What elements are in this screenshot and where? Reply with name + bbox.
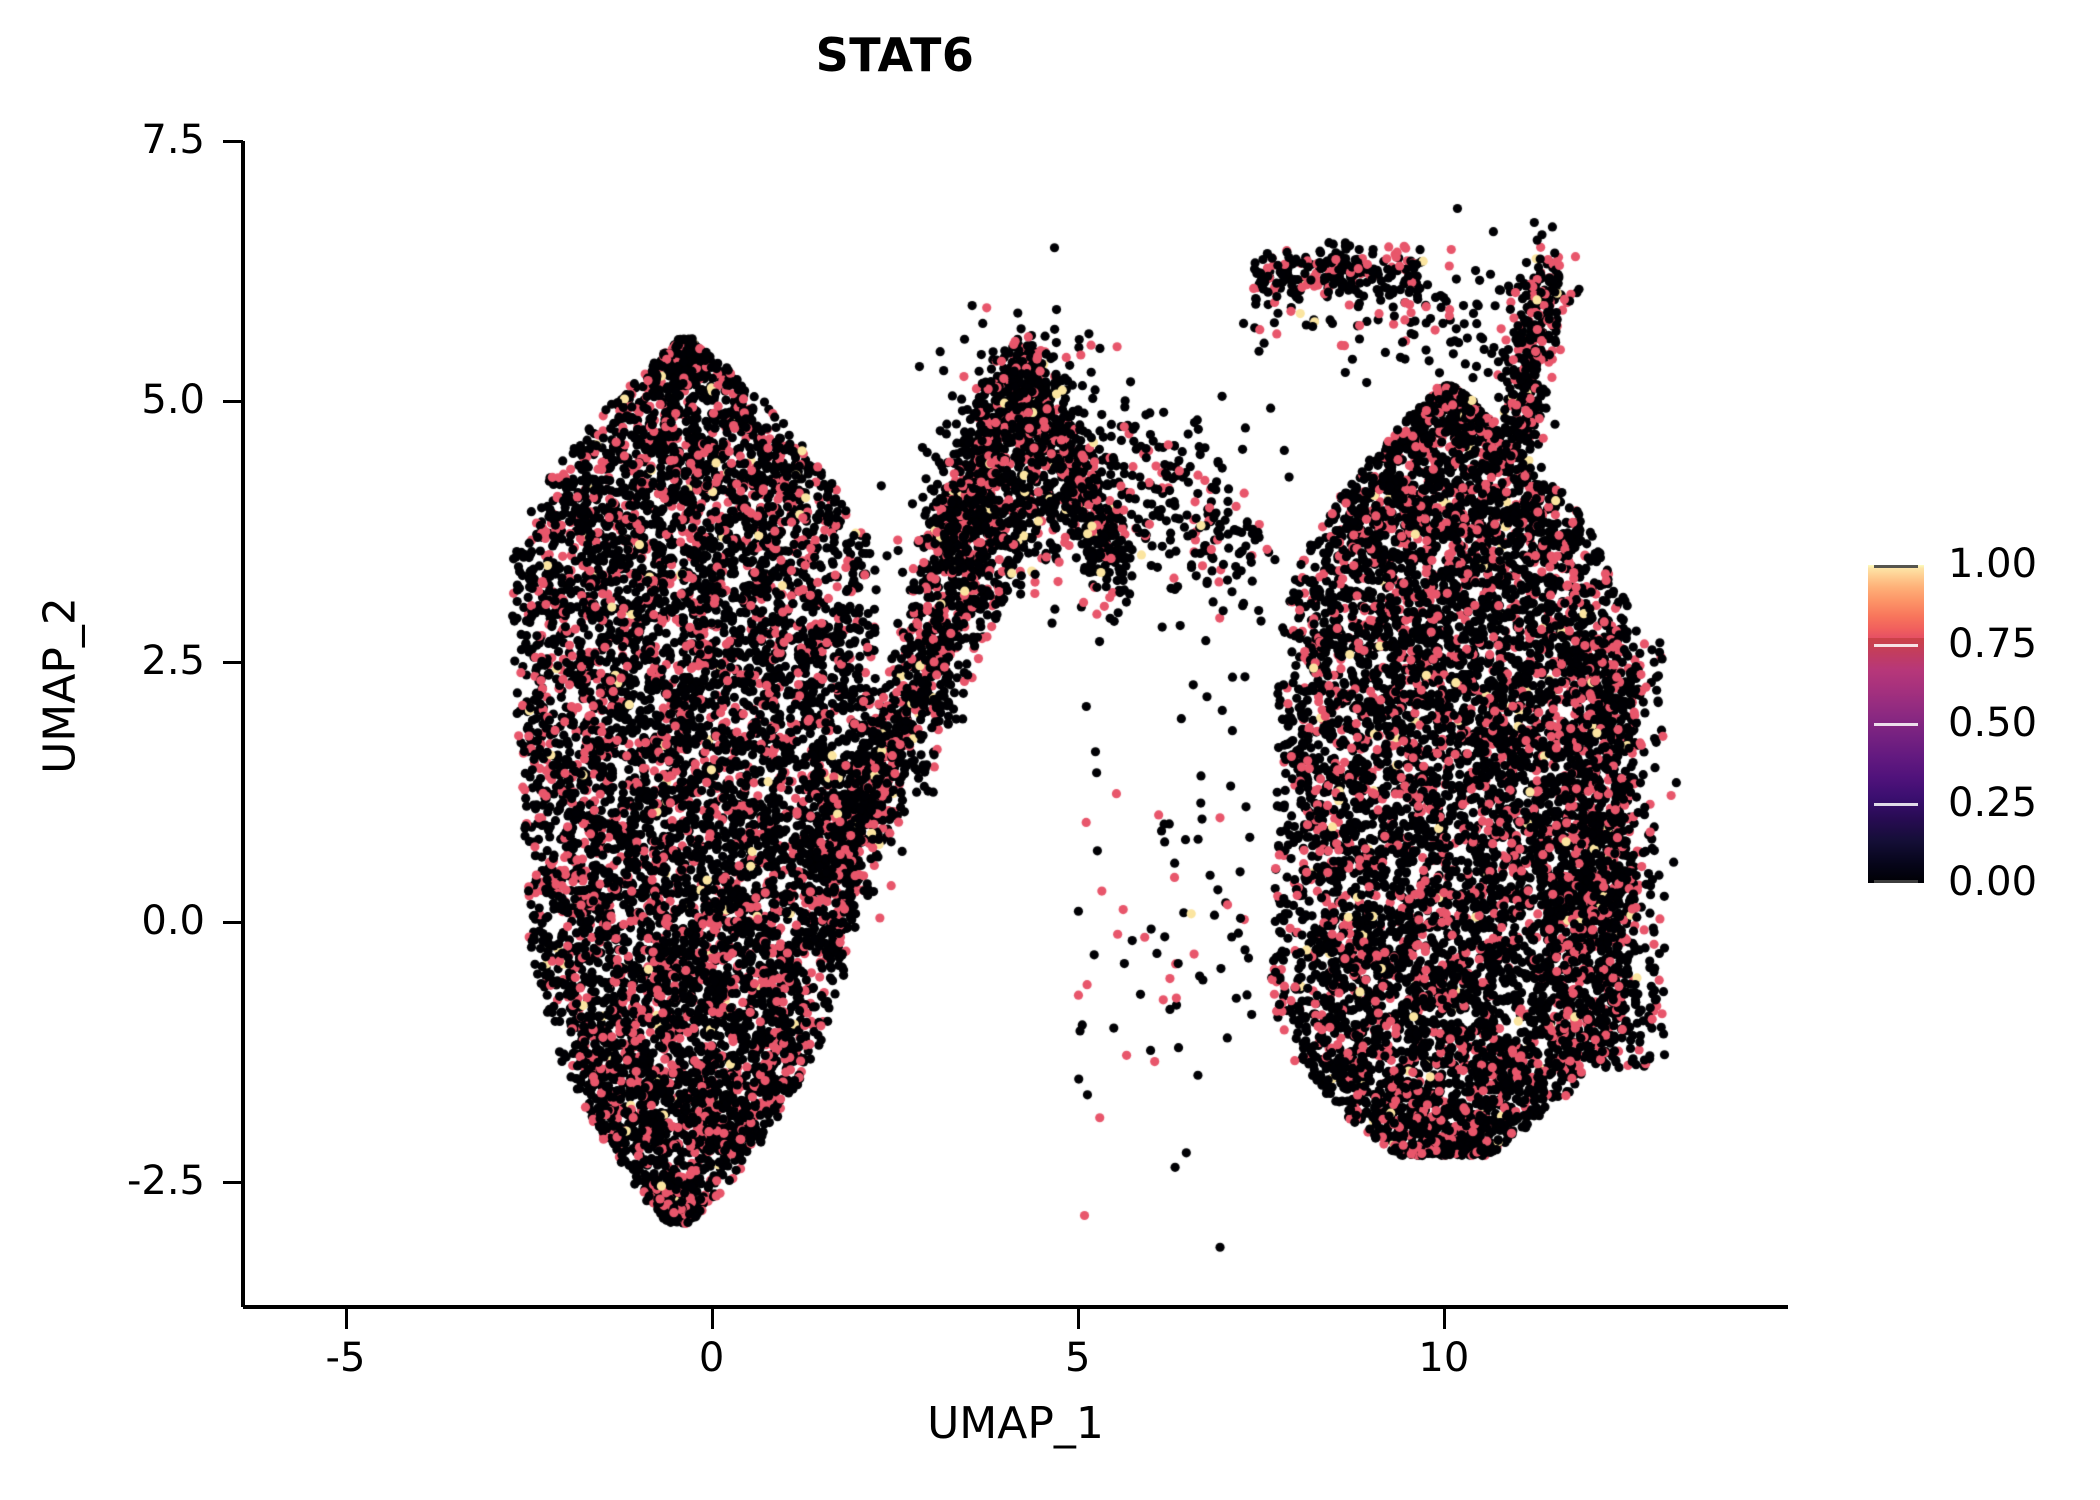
y-axis-label: UMAP_2 xyxy=(34,597,86,774)
x-axis-label: UMAP_1 xyxy=(927,1398,1104,1449)
y-tick-mark xyxy=(223,660,243,664)
x-tick-label: 0 xyxy=(698,1335,725,1381)
x-tick-label: 5 xyxy=(1065,1335,1091,1381)
colorbar-tick-mark xyxy=(1874,565,1918,568)
colorbar: 0.00 0.25 0.50 0.75 1.00 xyxy=(1868,544,2068,902)
y-axis-line xyxy=(241,141,245,1307)
scatter-plot-area xyxy=(243,141,1788,1307)
y-tick-mark xyxy=(223,140,243,143)
x-tick-mark xyxy=(1076,1309,1080,1329)
y-tick-mark xyxy=(223,920,243,924)
colorbar-tick-mark xyxy=(1874,880,1918,883)
x-tick-mark xyxy=(1442,1309,1446,1329)
colorbar-tick-mark xyxy=(1874,643,1918,647)
chart-title: STAT6 xyxy=(815,28,975,82)
x-axis-line xyxy=(243,1305,1788,1309)
colorbar-tick-label: 0.75 xyxy=(1948,620,2038,667)
y-tick-label: 7.5 xyxy=(141,117,205,163)
x-tick-mark xyxy=(710,1309,714,1329)
y-tick-label: -2.5 xyxy=(126,1158,205,1205)
y-tick-mark xyxy=(223,400,243,404)
colorbar-tick-label: 1.00 xyxy=(1948,541,2038,587)
x-tick-label: 10 xyxy=(1418,1335,1470,1381)
colorbar-tick-label: 0.00 xyxy=(1948,859,2038,905)
y-tick-label: 0.0 xyxy=(141,897,205,944)
colorbar-tick-mark xyxy=(1874,802,1918,806)
colorbar-tick-label: 0.50 xyxy=(1948,700,2038,746)
x-tick-label: -5 xyxy=(325,1335,366,1381)
y-tick-mark xyxy=(223,1181,243,1185)
y-tick-label: 5.0 xyxy=(141,377,205,424)
colorbar-tick-mark xyxy=(1874,723,1918,726)
scatter-points-canvas xyxy=(243,141,1788,1307)
colorbar-tick-label: 0.25 xyxy=(1948,779,2038,826)
x-tick-mark xyxy=(344,1309,348,1329)
y-tick-label: 2.5 xyxy=(141,637,205,684)
